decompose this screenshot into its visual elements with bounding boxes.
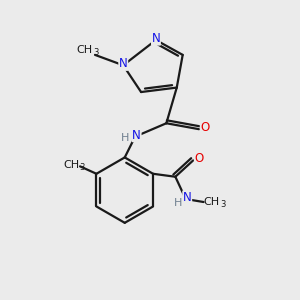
Text: H: H (121, 133, 129, 143)
Text: N: N (119, 57, 128, 70)
Text: O: O (200, 121, 210, 134)
Text: H: H (174, 198, 182, 208)
Text: N: N (132, 129, 141, 142)
Text: 3: 3 (93, 48, 98, 57)
Text: CH: CH (76, 45, 93, 56)
Text: CH: CH (63, 160, 79, 170)
Text: 3: 3 (80, 163, 85, 172)
Text: CH: CH (204, 197, 220, 207)
Text: N: N (152, 32, 160, 45)
Text: 3: 3 (220, 200, 226, 209)
Text: N: N (183, 191, 192, 204)
Text: O: O (194, 152, 204, 165)
